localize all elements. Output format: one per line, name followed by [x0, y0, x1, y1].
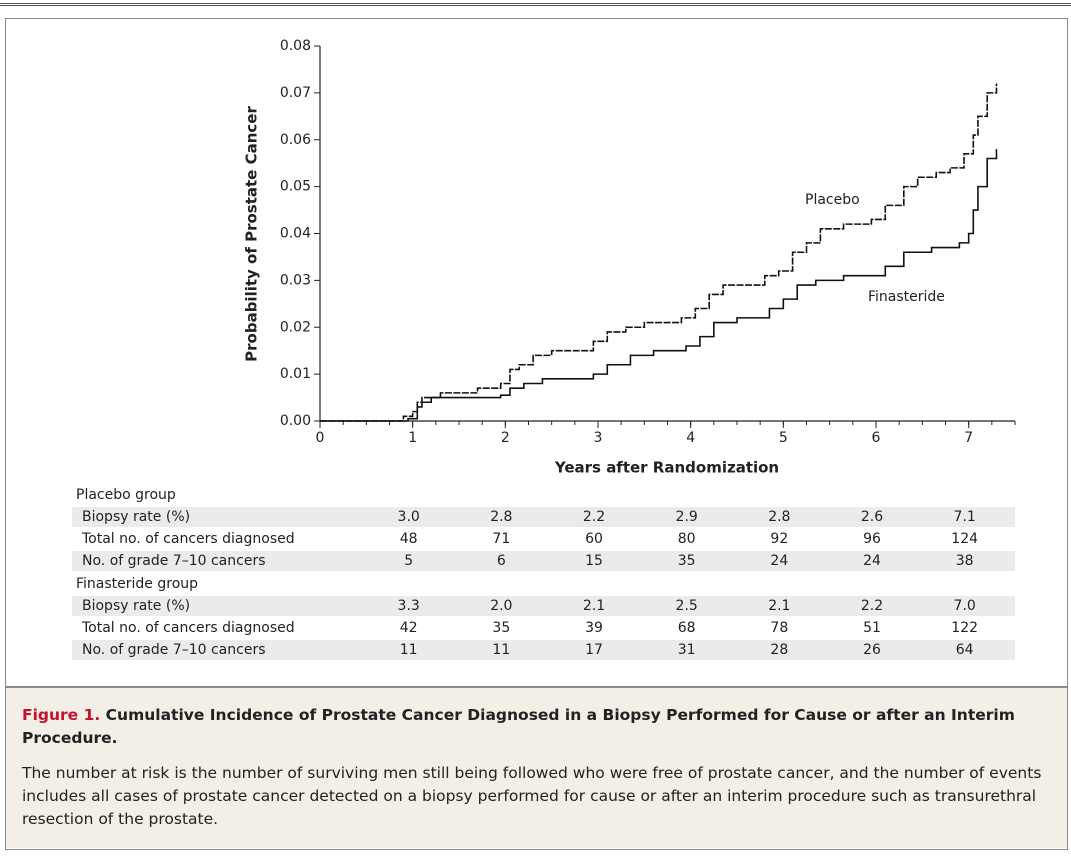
row-label: Total no. of cancers diagnosed — [81, 531, 295, 547]
y-tick-label: 0.01 — [280, 366, 311, 382]
row-label: No. of grade 7–10 cancers — [82, 553, 266, 569]
series-label: Placebo — [805, 192, 860, 208]
row-label: No. of grade 7–10 cancers — [82, 642, 266, 658]
x-tick-label: 6 — [872, 430, 881, 446]
cell: 35 — [678, 553, 696, 569]
cell: 64 — [956, 642, 974, 658]
row-stripe — [72, 640, 1015, 660]
group-label: Finasteride group — [76, 576, 198, 592]
row-label: Biopsy rate (%) — [82, 509, 190, 525]
row-stripe — [72, 551, 1015, 571]
cell: 2.9 — [676, 509, 698, 525]
cell: 26 — [863, 642, 881, 658]
cell: 96 — [863, 531, 881, 547]
cell: 24 — [770, 553, 788, 569]
figure-label: Figure 1. — [22, 706, 101, 724]
chart: Probability of Prostate Cancer Years aft… — [72, 38, 1016, 660]
caption-body: The number at risk is the number of surv… — [22, 764, 1042, 828]
cell: 80 — [678, 531, 696, 547]
y-tick-label: 0.02 — [280, 319, 311, 335]
y-tick-label: 0.08 — [280, 38, 311, 54]
cell: 124 — [951, 531, 978, 547]
x-tick-label: 4 — [686, 430, 695, 446]
y-tick-label: 0.00 — [280, 413, 311, 429]
cell: 2.1 — [768, 598, 790, 614]
cell: 28 — [770, 642, 788, 658]
y-tick-label: 0.06 — [280, 132, 311, 148]
cell: 68 — [678, 620, 696, 636]
cell: 2.8 — [768, 509, 790, 525]
cell: 7.1 — [954, 509, 976, 525]
cell: 24 — [863, 553, 881, 569]
cell: 2.5 — [676, 598, 698, 614]
row-stripe — [72, 507, 1015, 527]
y-tick-label: 0.04 — [280, 226, 311, 242]
cell: 48 — [400, 531, 418, 547]
cell: 15 — [585, 553, 603, 569]
x-tick-label: 1 — [408, 430, 417, 446]
row-label: Total no. of cancers diagnosed — [81, 620, 295, 636]
cell: 38 — [956, 553, 974, 569]
cell: 2.2 — [861, 598, 883, 614]
cell: 2.8 — [490, 509, 512, 525]
group-label: Placebo group — [76, 487, 176, 503]
y-tick-label: 0.05 — [280, 179, 311, 195]
series-line — [320, 83, 998, 422]
top-rule — [0, 3, 1071, 6]
cell: 11 — [400, 642, 418, 658]
y-tick-label: 0.03 — [280, 272, 311, 288]
y-tick-label: 0.07 — [280, 85, 311, 101]
cell: 6 — [497, 553, 506, 569]
cell: 5 — [404, 553, 413, 569]
cell: 51 — [863, 620, 881, 636]
x-tick-label: 7 — [964, 430, 973, 446]
row-stripe — [72, 596, 1015, 616]
series-label: Finasteride — [868, 289, 945, 305]
cell: 2.1 — [583, 598, 605, 614]
caption: Figure 1. Cumulative Incidence of Prosta… — [6, 686, 1067, 848]
figure-frame — [5, 18, 1068, 850]
cell: 3.0 — [398, 509, 420, 525]
cell: 7.0 — [954, 598, 976, 614]
y-axis-title: Probability of Prostate Cancer — [243, 106, 261, 362]
x-tick-label: 5 — [779, 430, 788, 446]
cell: 78 — [770, 620, 788, 636]
cell: 31 — [678, 642, 696, 658]
cell: 35 — [492, 620, 510, 636]
series-line — [320, 149, 998, 422]
cell: 60 — [585, 531, 603, 547]
x-axis-title: Years after Randomization — [554, 459, 779, 477]
caption-title: Cumulative Incidence of Prostate Cancer … — [22, 706, 1015, 747]
row-label: Biopsy rate (%) — [82, 598, 190, 614]
cell: 71 — [492, 531, 510, 547]
cell: 11 — [492, 642, 510, 658]
x-tick-label: 2 — [501, 430, 510, 446]
cell: 2.0 — [490, 598, 512, 614]
x-tick-label: 3 — [594, 430, 603, 446]
cell: 122 — [951, 620, 978, 636]
cell: 2.6 — [861, 509, 883, 525]
cell: 42 — [400, 620, 418, 636]
cell: 17 — [585, 642, 603, 658]
cell: 92 — [770, 531, 788, 547]
cell: 3.3 — [398, 598, 420, 614]
cell: 39 — [585, 620, 603, 636]
x-tick-label: 0 — [316, 430, 325, 446]
cell: 2.2 — [583, 509, 605, 525]
